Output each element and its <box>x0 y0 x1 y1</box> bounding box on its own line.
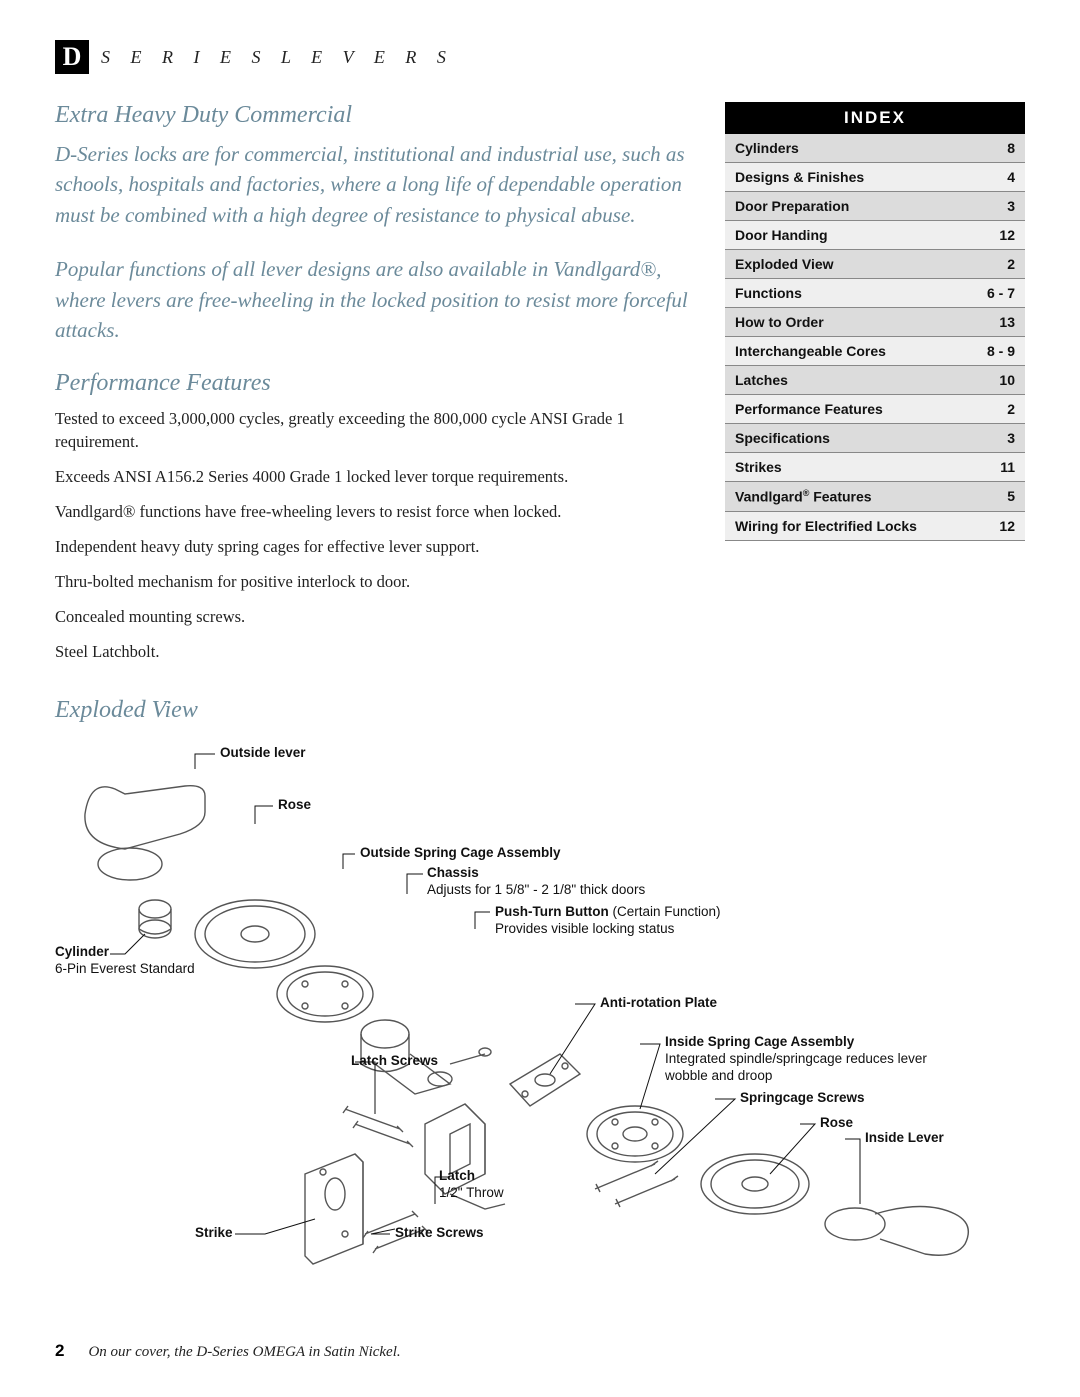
index-label: Cylinders <box>735 140 799 156</box>
performance-list: Tested to exceed 3,000,000 cycles, great… <box>55 407 695 664</box>
index-label: Wiring for Electrified Locks <box>735 518 917 534</box>
index-page: 13 <box>999 314 1015 330</box>
index-row: Exploded View 2 <box>725 250 1025 279</box>
index-box: INDEX Cylinders 8 Designs & Finishes 4 Door … <box>725 102 1025 541</box>
index-page: 2 <box>1007 256 1015 272</box>
exploded-title: Exploded View <box>55 697 1025 724</box>
performance-title: Performance Features <box>55 370 695 397</box>
callout-outside-spring: Outside Spring Cage Assembly <box>360 845 561 862</box>
index-row: Specifications 3 <box>725 424 1025 453</box>
index-page: 8 <box>1007 140 1015 156</box>
index-page: 8 - 9 <box>987 343 1015 359</box>
index-label: Performance Features <box>735 401 883 417</box>
index-label: How to Order <box>735 314 824 330</box>
index-row: Wiring for Electrified Locks 12 <box>725 512 1025 541</box>
index-row: Interchangeable Cores 8 - 9 <box>725 337 1025 366</box>
page-number: 2 <box>55 1341 64 1361</box>
performance-item: Thru-bolted mechanism for positive inter… <box>55 570 695 593</box>
index-row: Functions 6 - 7 <box>725 279 1025 308</box>
index-row: Performance Features 2 <box>725 395 1025 424</box>
index-row: Vandlgard® Features 5 <box>725 482 1025 512</box>
callout-springcage-screws: Springcage Screws <box>740 1090 865 1107</box>
callout-chassis: Chassis Adjusts for 1 5/8" - 2 1/8" thic… <box>427 865 645 899</box>
index-label: Specifications <box>735 430 830 446</box>
index-row: Cylinders 8 <box>725 134 1025 163</box>
index-row: Door Preparation 3 <box>725 192 1025 221</box>
index-label: Latches <box>735 372 788 388</box>
intro-para-2: Popular functions of all lever designs a… <box>55 254 695 345</box>
intro-title: Extra Heavy Duty Commercial <box>55 102 695 129</box>
callout-inside-lever: Inside Lever <box>865 1130 944 1147</box>
index-label: Vandlgard® Features <box>735 488 872 505</box>
index-row: Latches 10 <box>725 366 1025 395</box>
index-row: Door Handing 12 <box>725 221 1025 250</box>
index-page: 2 <box>1007 401 1015 417</box>
callout-cylinder: Cylinder 6-Pin Everest Standard <box>55 944 245 978</box>
performance-item: Steel Latchbolt. <box>55 640 695 663</box>
callout-push-turn: Push-Turn Button (Certain Function) Prov… <box>495 904 721 938</box>
performance-item: Vandlgard® functions have free-wheeling … <box>55 500 695 523</box>
exploded-diagram: Outside lever Rose Outside Spring Cage A… <box>55 734 1015 1284</box>
index-page: 12 <box>999 227 1015 243</box>
callout-latch: Latch 1/2" Throw <box>439 1168 504 1202</box>
index-header: INDEX <box>725 102 1025 134</box>
index-row: How to Order 13 <box>725 308 1025 337</box>
index-page: 6 - 7 <box>987 285 1015 301</box>
index-label: Exploded View <box>735 256 834 272</box>
callout-inside-spring: Inside Spring Cage Assembly Integrated s… <box>665 1034 945 1085</box>
index-label: Designs & Finishes <box>735 169 864 185</box>
index-page: 3 <box>1007 198 1015 214</box>
callout-rose-top: Rose <box>278 797 311 814</box>
performance-item: Independent heavy duty spring cages for … <box>55 535 695 558</box>
index-label: Strikes <box>735 459 782 475</box>
performance-item: Concealed mounting screws. <box>55 605 695 628</box>
callout-outside-lever: Outside lever <box>220 745 306 762</box>
callout-rose-bottom: Rose <box>820 1115 853 1132</box>
series-badge: D <box>55 40 89 74</box>
index-page: 3 <box>1007 430 1015 446</box>
callout-latch-screws: Latch Screws <box>351 1053 438 1070</box>
index-page: 4 <box>1007 169 1015 185</box>
intro-para-1: D-Series locks are for commercial, insti… <box>55 139 695 230</box>
page-footer: 2 On our cover, the D-Series OMEGA in Sa… <box>55 1341 401 1361</box>
index-row: Designs & Finishes 4 <box>725 163 1025 192</box>
page-header: D S E R I E S L E V E R S <box>55 40 1025 74</box>
index-page: 12 <box>999 518 1015 534</box>
callout-strike-screws: Strike Screws <box>395 1225 484 1242</box>
footer-caption: On our cover, the D-Series OMEGA in Sati… <box>88 1344 400 1361</box>
callout-anti-rotation: Anti-rotation Plate <box>600 995 717 1012</box>
index-page: 10 <box>999 372 1015 388</box>
index-label: Door Handing <box>735 227 828 243</box>
performance-item: Exceeds ANSI A156.2 Series 4000 Grade 1 … <box>55 465 695 488</box>
index-label: Door Preparation <box>735 198 849 214</box>
index-label: Functions <box>735 285 802 301</box>
index-row: Strikes 11 <box>725 453 1025 482</box>
performance-item: Tested to exceed 3,000,000 cycles, great… <box>55 407 695 453</box>
index-page: 5 <box>1007 488 1015 504</box>
index-label: Interchangeable Cores <box>735 343 886 359</box>
index-page: 11 <box>1000 459 1015 475</box>
series-label: S E R I E S L E V E R S <box>101 47 454 68</box>
callout-strike: Strike <box>195 1225 233 1242</box>
